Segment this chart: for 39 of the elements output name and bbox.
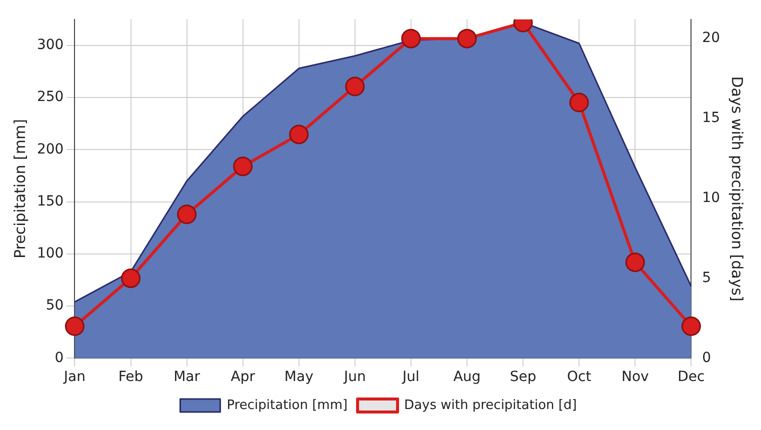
y-tick-label: 250 (36, 89, 64, 106)
y-tick-label: 0 (54, 350, 64, 366)
point (289, 124, 309, 144)
point (625, 252, 645, 272)
point (401, 28, 421, 48)
y2-tick-label: 15 (702, 110, 720, 126)
y-tick-label: 100 (36, 246, 64, 262)
x-tick-label: Apr (230, 369, 256, 386)
point (233, 156, 253, 176)
point (681, 316, 701, 336)
point (457, 28, 477, 48)
x-tick-label: Jan (62, 369, 86, 386)
y2-tick-label: 5 (702, 270, 712, 286)
y-tick-label: 200 (36, 141, 64, 158)
y2-tick-label: 20 (702, 30, 720, 46)
point (177, 204, 197, 224)
point (569, 92, 589, 112)
x-tick-label: Jun (342, 369, 366, 386)
y-axis-title: Precipitation [mm] (10, 119, 29, 259)
y-tick-label: 150 (36, 193, 64, 210)
x-tick-label: Oct (566, 369, 592, 386)
y-tick-label: 50 (46, 298, 64, 314)
y2-tick-label: 0 (702, 350, 712, 366)
point (64, 316, 84, 336)
legend-label: Precipitation [mm] (226, 398, 348, 413)
x-tick-label: Nov (621, 369, 649, 386)
x-tick-label: Feb (118, 369, 144, 386)
x-tick-label: Mar (174, 369, 200, 386)
x-tick-label: Jul (402, 369, 420, 386)
x-tick-label: May (284, 369, 314, 386)
y2-axis-title: Days with precipitation [days] (728, 76, 746, 302)
y2-tick-label: 10 (702, 190, 720, 206)
point (121, 268, 141, 288)
point (345, 76, 365, 96)
x-tick-label: Sep (510, 369, 536, 386)
x-tick-label: Aug (453, 369, 481, 386)
y-tick-label: 300 (36, 37, 64, 54)
x-tick-label: Dec (678, 369, 705, 386)
legend-label: Days with precipitation [d] (404, 398, 577, 413)
